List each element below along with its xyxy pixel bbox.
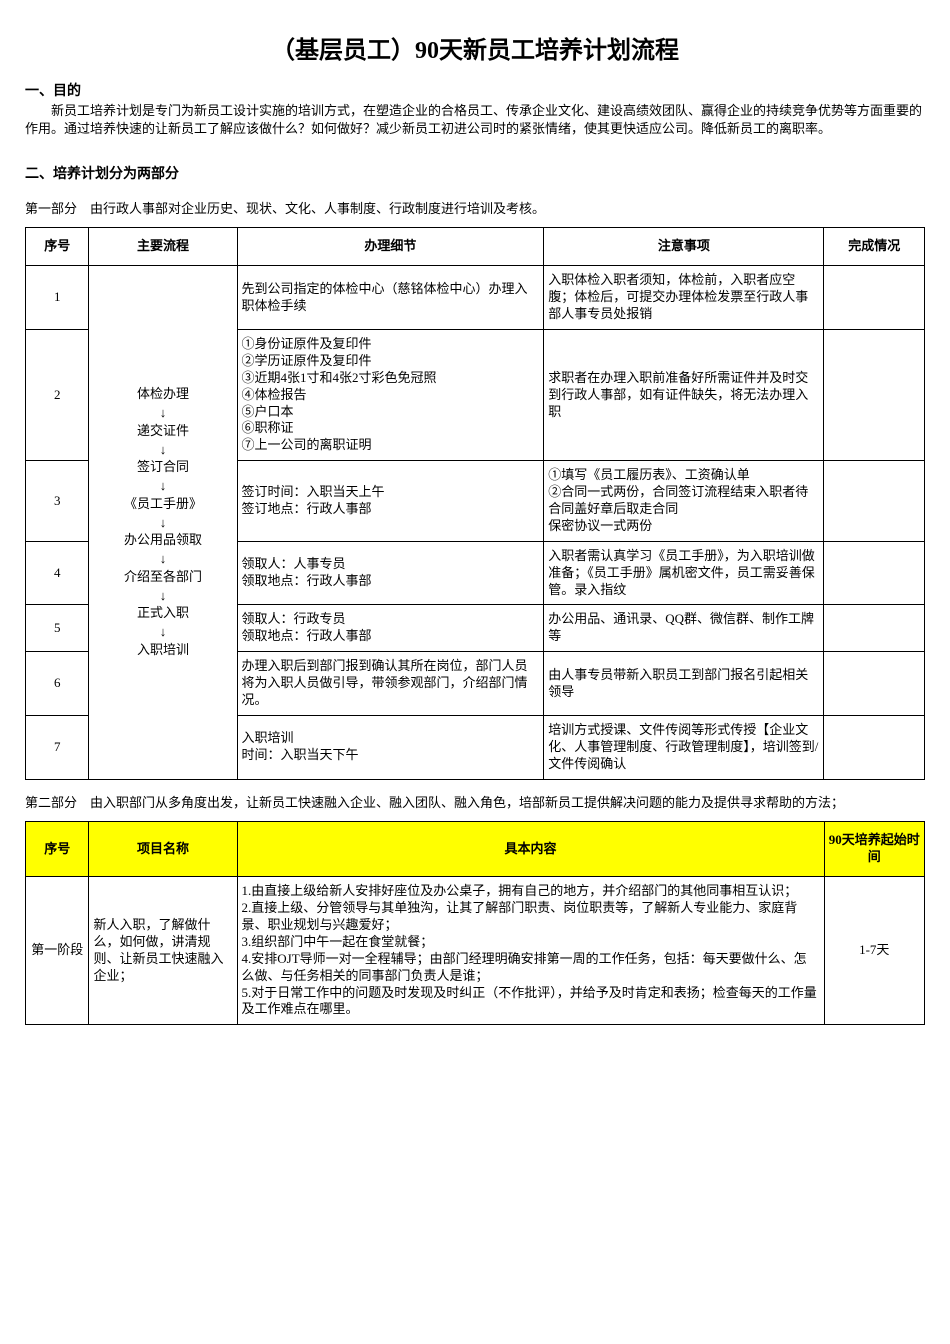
flow-arrow-icon: ↓ — [93, 442, 232, 458]
flow-step: 介绍至各部门 — [93, 569, 232, 586]
table1-cell-detail: 领取人：行政专员领取地点：行政人事部 — [237, 605, 544, 652]
table2-cell-name: 新人入职，了解做什么，如何做，讲清规则、让新员工快速融入企业； — [89, 877, 237, 1025]
flow-step: 正式入职 — [93, 605, 232, 622]
flow-step: 入职培训 — [93, 642, 232, 659]
flow-step: 《员工手册》 — [93, 496, 232, 513]
part1-title: 第一部分 由行政人事部对企业历史、现状、文化、人事制度、行政制度进行培训及考核。 — [25, 198, 925, 217]
table1-cell-note: 由人事专员带新入职员工到部门报名引起相关领导 — [544, 652, 824, 716]
table1-header-detail: 办理细节 — [237, 228, 544, 266]
table1-row: 1体检办理↓递交证件↓签订合同↓《员工手册》↓办公用品领取↓介绍至各部门↓正式入… — [26, 266, 925, 330]
flow-step: 签订合同 — [93, 459, 232, 476]
table1-header-row: 序号 主要流程 办理细节 注意事项 完成情况 — [26, 228, 925, 266]
table1-cell-note: 入职体检入职者须知，体检前，入职者应空腹；体检后，可提交办理体检发票至行政人事部… — [544, 266, 824, 330]
table1-cell-seq: 4 — [26, 541, 89, 605]
table1-cell-seq: 7 — [26, 715, 89, 779]
table2-header-seq: 序号 — [26, 822, 89, 877]
flow-arrow-icon: ↓ — [93, 405, 232, 421]
table2-header-time: 90天培养起始时间 — [824, 822, 925, 877]
table1-cell-status — [824, 541, 925, 605]
table1-cell-status — [824, 329, 925, 460]
section1-heading: 一、目的 — [25, 80, 925, 100]
table1-cell-seq: 2 — [26, 329, 89, 460]
table1-header-seq: 序号 — [26, 228, 89, 266]
table1-cell-seq: 1 — [26, 266, 89, 330]
table2-cell-seq: 第一阶段 — [26, 877, 89, 1025]
table2-row: 第一阶段新人入职，了解做什么，如何做，讲清规则、让新员工快速融入企业；1.由直接… — [26, 877, 925, 1025]
table1-cell-status — [824, 266, 925, 330]
flow-step: 递交证件 — [93, 423, 232, 440]
table1-cell-flow: 体检办理↓递交证件↓签订合同↓《员工手册》↓办公用品领取↓介绍至各部门↓正式入职… — [89, 266, 237, 779]
table1-cell-detail: 先到公司指定的体检中心（慈铭体检中心）办理入职体检手续 — [237, 266, 544, 330]
flow-arrow-icon: ↓ — [93, 478, 232, 494]
flow-arrow-icon: ↓ — [93, 551, 232, 567]
table2-cell-time: 1-7天 — [824, 877, 925, 1025]
flow-step: 体检办理 — [93, 386, 232, 403]
table1-cell-detail: 领取人：人事专员领取地点：行政人事部 — [237, 541, 544, 605]
table1-cell-seq: 3 — [26, 461, 89, 542]
table1-header-flow: 主要流程 — [89, 228, 237, 266]
table1-cell-note: 办公用品、通讯录、QQ群、微信群、制作工牌 等 — [544, 605, 824, 652]
flow-step: 办公用品领取 — [93, 532, 232, 549]
table1-cell-note: 入职者需认真学习《员工手册》，为入职培训做准备；《员工手册》属机密文件，员工需妥… — [544, 541, 824, 605]
flow-arrow-icon: ↓ — [93, 588, 232, 604]
table2-cell-content: 1.由直接上级给新人安排好座位及办公桌子，拥有自己的地方，并介绍部门的其他同事相… — [237, 877, 824, 1025]
table2-header-name: 项目名称 — [89, 822, 237, 877]
section1-text: 新员工培养计划是专门为新员工设计实施的培训方式，在塑造企业的合格员工、传承企业文… — [25, 102, 925, 138]
table1-cell-status — [824, 715, 925, 779]
section2-heading: 二、培养计划分为两部分 — [25, 163, 925, 183]
flow-arrow-icon: ↓ — [93, 515, 232, 531]
flow-arrow-icon: ↓ — [93, 624, 232, 640]
table1-cell-seq: 6 — [26, 652, 89, 716]
table1-cell-detail: ①身份证原件及复印件②学历证原件及复印件③近期4张1寸和4张2寸彩色免冠照④体检… — [237, 329, 544, 460]
table1-cell-note: ①填写《员工履历表》、工资确认单②合同一式两份，合同签订流程结束入职者待合同盖好… — [544, 461, 824, 542]
part2-title: 第二部分 由入职部门从多角度出发，让新员工快速融入企业、融入团队、融入角色，培部… — [25, 795, 925, 812]
table1-cell-status — [824, 461, 925, 542]
table1-header-status: 完成情况 — [824, 228, 925, 266]
table1-cell-detail: 签订时间：入职当天上午签订地点：行政人事部 — [237, 461, 544, 542]
table1-cell-status — [824, 652, 925, 716]
table1-cell-note: 求职者在办理入职前准备好所需证件并及时交到行政人事部，如有证件缺失，将无法办理入… — [544, 329, 824, 460]
table1-cell-detail: 办理入职后到部门报到确认其所在岗位，部门人员将为入职人员做引导，带领参观部门，介… — [237, 652, 544, 716]
table1-cell-seq: 5 — [26, 605, 89, 652]
table1: 序号 主要流程 办理细节 注意事项 完成情况 1体检办理↓递交证件↓签订合同↓《… — [25, 227, 925, 779]
table2: 序号 项目名称 具本内容 90天培养起始时间 第一阶段新人入职，了解做什么，如何… — [25, 821, 925, 1025]
table1-cell-note: 培训方式授课、文件传阅等形式传授【企业文化、人事管理制度、行政管理制度】，培训签… — [544, 715, 824, 779]
table1-cell-status — [824, 605, 925, 652]
table2-header-row: 序号 项目名称 具本内容 90天培养起始时间 — [26, 822, 925, 877]
page-title: （基层员工）90天新员工培养计划流程 — [25, 30, 925, 65]
table1-header-note: 注意事项 — [544, 228, 824, 266]
table2-header-content: 具本内容 — [237, 822, 824, 877]
table1-cell-detail: 入职培训时间：入职当天下午 — [237, 715, 544, 779]
